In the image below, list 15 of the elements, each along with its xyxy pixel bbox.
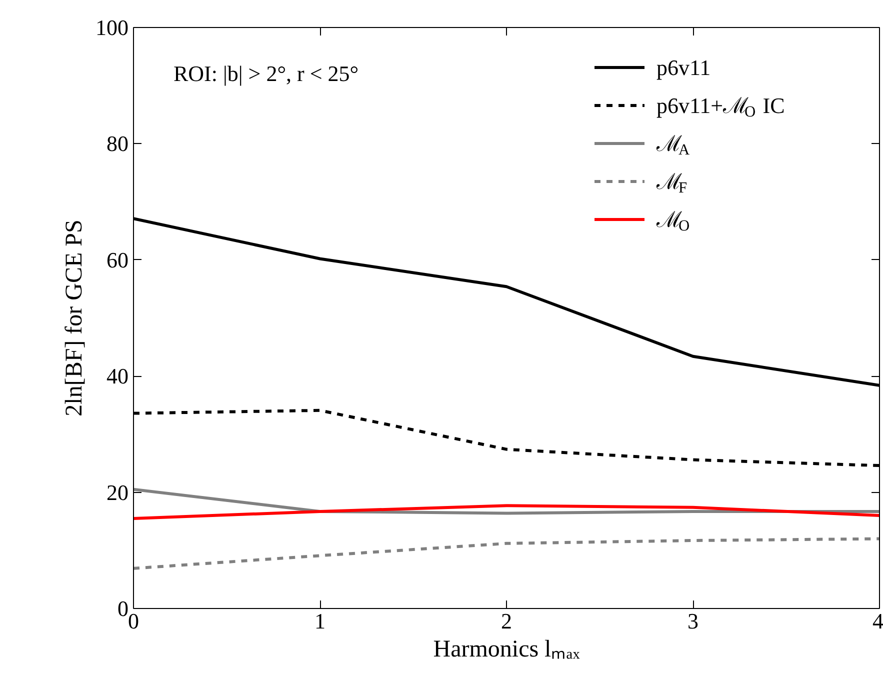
x-tick-label: 2: [501, 608, 512, 634]
x-tick-label: 1: [314, 608, 326, 634]
y-tick-label: 40: [106, 364, 128, 389]
x-axis-title: Harmonics lₘₐₓ: [433, 636, 580, 662]
y-tick-label: 100: [96, 15, 128, 40]
y-axis-title: 2ln[BF] for GCE PS: [62, 220, 88, 416]
x-tick-label: 3: [688, 608, 698, 634]
legend-label: p6v11: [656, 55, 711, 80]
y-tick-label: 60: [106, 247, 128, 272]
annotation: ROI: |b| > 2°, r < 25°: [174, 61, 359, 86]
y-tick-label: 80: [106, 131, 128, 156]
x-tick-label: 4: [872, 608, 883, 634]
line-series: [134, 537, 880, 570]
line-series: [134, 504, 880, 520]
y-tick-label: 20: [106, 480, 128, 505]
